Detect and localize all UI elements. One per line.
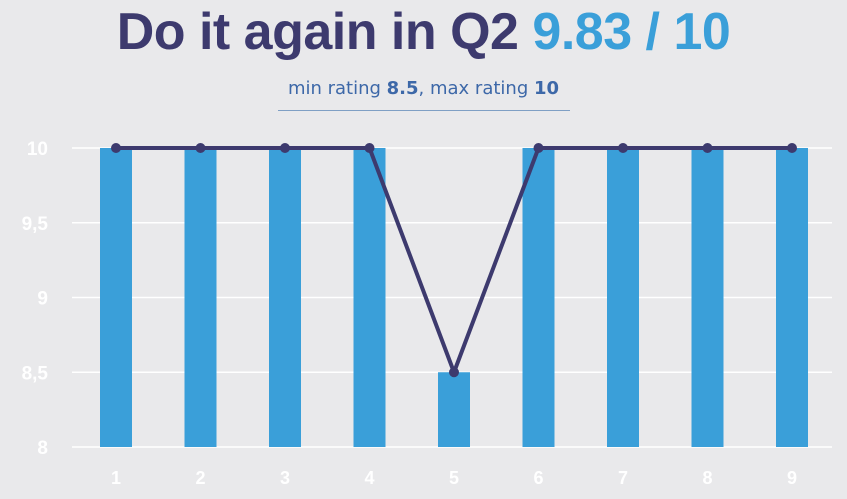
bar [607,148,639,447]
line-series [111,143,797,378]
line-point [364,143,375,153]
chart-subtitle: min rating 8.5, max rating 10 [0,78,847,99]
x-tick-label: 5 [449,468,459,488]
bar-series [100,148,808,447]
subtitle-min-value: 8.5 [386,78,419,99]
title-main: Do it again in Q2 [116,3,519,61]
line-point [280,143,290,153]
bar [691,148,724,447]
y-tick-label: 8 [37,438,48,459]
x-tick-label: 1 [111,468,121,488]
x-axis-ticks: 1 2 3 4 5 6 7 8 9 [111,468,797,488]
line-point [111,143,121,153]
bar [438,372,470,447]
series-line [116,146,792,375]
line-point [618,143,628,153]
x-tick-label: 9 [787,468,797,488]
x-tick-label: 6 [533,468,543,488]
subtitle-max-value: 10 [533,78,560,99]
bar [776,148,808,447]
chart-title: Do it again in Q2 9.83 / 10 [0,2,847,62]
line-point [533,143,544,153]
bar [522,148,555,447]
bar [353,148,386,447]
x-tick-label: 7 [618,468,628,488]
bar [184,148,217,447]
y-tick-label: 9 [37,289,48,310]
line-point [195,143,206,153]
subtitle-max-text: , max rating [418,78,534,99]
y-axis-ticks: 10 9,5 9 8,5 8 [22,139,49,459]
y-tick-label: 9,5 [22,214,49,235]
subtitle-underline [278,110,570,111]
x-tick-label: 8 [702,468,712,488]
x-tick-label: 2 [195,468,205,488]
y-tick-label: 8,5 [22,363,49,384]
x-tick-label: 3 [280,468,290,488]
y-tick-label: 10 [27,139,48,160]
x-tick-label: 4 [364,468,374,488]
line-point [449,367,459,378]
line-point [702,143,713,153]
bar [269,148,301,447]
line-point [787,143,797,153]
subtitle-min-text: min rating [287,78,387,99]
title-score: 9.83 / 10 [532,3,731,61]
bar [100,148,132,447]
